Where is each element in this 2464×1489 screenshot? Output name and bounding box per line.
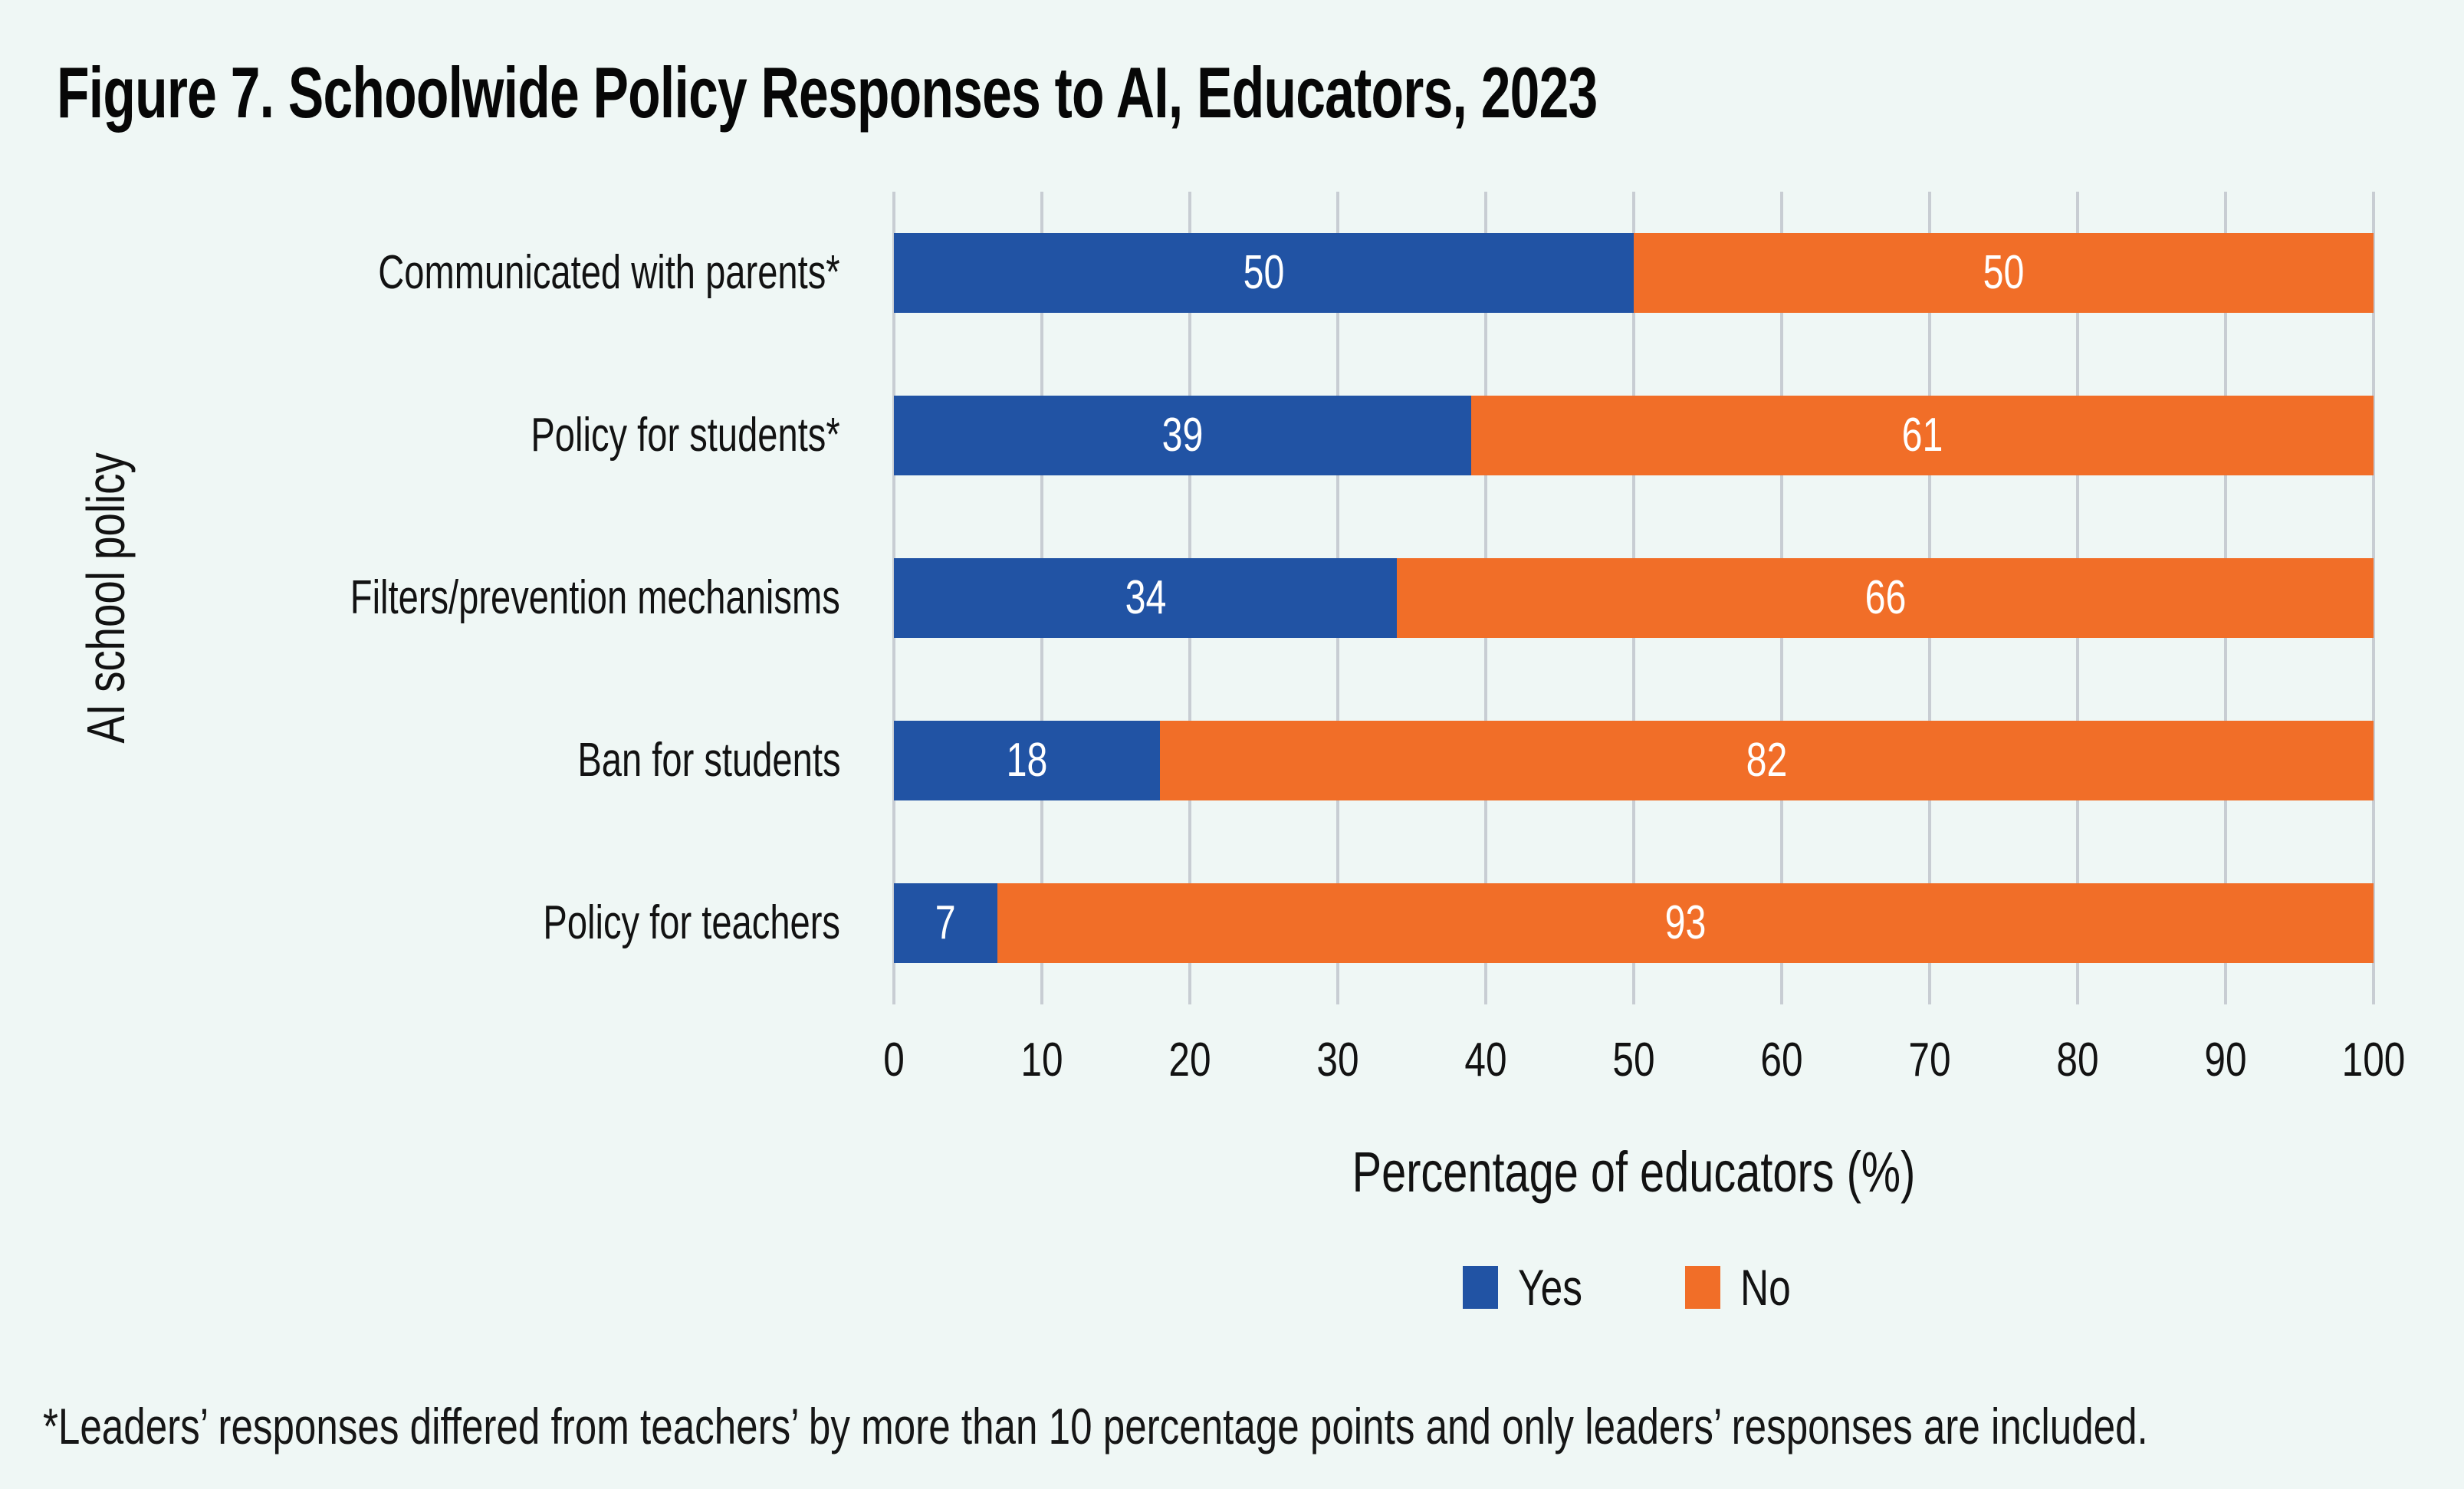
bar-segment-yes: 18 (894, 721, 1161, 800)
legend-swatch-yes (1462, 1266, 1498, 1309)
bar-segment-no: 50 (1634, 233, 2374, 313)
x-tick-label: 80 (2056, 1034, 2099, 1086)
category-label-row: Communicated with parents* (0, 192, 865, 354)
category-label: Ban for students (577, 734, 840, 787)
category-label-row: Policy for teachers (0, 842, 865, 1004)
bar-value-label: 93 (1664, 896, 1707, 949)
bar-segment-no: 66 (1397, 558, 2374, 638)
gridline-100 (2372, 192, 2375, 1004)
x-axis-label-wrap: Percentage of educators (%) (894, 1144, 2374, 1201)
bar-value-label: 66 (1864, 571, 1906, 624)
x-tick-label: 10 (1020, 1034, 1063, 1086)
category-label: Policy for students* (531, 409, 840, 462)
bar-value-label: 39 (1161, 409, 1204, 462)
bar-value-label: 82 (1746, 734, 1788, 787)
x-tick-label: 70 (1908, 1034, 1951, 1086)
bar-segment-yes: 34 (894, 558, 1398, 638)
stacked-bar: 18 82 (894, 721, 2374, 800)
stacked-bar: 34 66 (894, 558, 2374, 638)
bar-row: 18 82 (894, 679, 2374, 842)
x-tick-label: 60 (1760, 1034, 1803, 1086)
x-tick-label: 40 (1464, 1034, 1507, 1086)
x-tick-label: 30 (1316, 1034, 1359, 1086)
legend-item-yes: Yes (1462, 1259, 1601, 1316)
x-tick-label: 100 (2341, 1034, 2406, 1086)
bar-value-label: 18 (1006, 734, 1048, 787)
bar-row: 50 50 (894, 192, 2374, 354)
bar-value-label: 34 (1125, 571, 1166, 624)
category-label-row: Ban for students (0, 679, 865, 842)
legend: Yes No (894, 1259, 2374, 1316)
category-label: Communicated with parents* (378, 246, 840, 300)
bar-segment-yes: 39 (894, 396, 1471, 475)
category-label: Filters/prevention mechanisms (350, 571, 840, 625)
bar-rows: 50 50 39 61 34 66 18 82 7 93 (894, 192, 2374, 1004)
bar-value-label: 50 (1983, 246, 2025, 299)
bar-segment-yes: 50 (894, 233, 1634, 313)
x-axis-ticks: 0 10 20 30 40 50 60 70 80 90 100 (883, 1034, 2405, 1098)
category-label-row: Policy for students* (0, 354, 865, 517)
category-label-row: Filters/prevention mechanisms (0, 517, 865, 679)
bar-row: 39 61 (894, 354, 2374, 517)
category-axis: Communicated with parents* Policy for stu… (0, 192, 865, 1004)
footnote: *Leaders’ responses differed from teache… (43, 1398, 2148, 1454)
bar-value-label: 7 (935, 896, 956, 949)
x-axis-label: Percentage of educators (%) (1352, 1140, 1916, 1204)
x-tick-label: 0 (883, 1034, 905, 1086)
chart-title: Figure 7. Schoolwide Policy Responses to… (57, 52, 1598, 133)
category-label: Policy for teachers (543, 896, 840, 950)
legend-label-yes: Yes (1517, 1259, 1582, 1316)
stacked-bar: 7 93 (894, 883, 2374, 963)
x-tick-label: 50 (1612, 1034, 1655, 1086)
stacked-bar: 50 50 (894, 233, 2374, 313)
bar-segment-no: 61 (1470, 396, 2374, 475)
x-tick-label: 20 (1168, 1034, 1211, 1086)
bar-segment-yes: 7 (894, 883, 998, 963)
stacked-bar: 39 61 (894, 396, 2374, 475)
bar-row: 34 66 (894, 517, 2374, 679)
bar-row: 7 93 (894, 842, 2374, 1004)
plot-area: 50 50 39 61 34 66 18 82 7 93 (892, 192, 2375, 1004)
bar-value-label: 50 (1243, 246, 1285, 299)
x-tick-label: 90 (2204, 1034, 2247, 1086)
bar-value-label: 61 (1901, 409, 1943, 462)
bar-segment-no: 82 (1160, 721, 2374, 800)
bar-segment-no: 93 (997, 883, 2374, 963)
legend-item-no: No (1684, 1259, 1805, 1316)
legend-label-no: No (1740, 1259, 1791, 1316)
legend-swatch-no (1684, 1266, 1720, 1309)
